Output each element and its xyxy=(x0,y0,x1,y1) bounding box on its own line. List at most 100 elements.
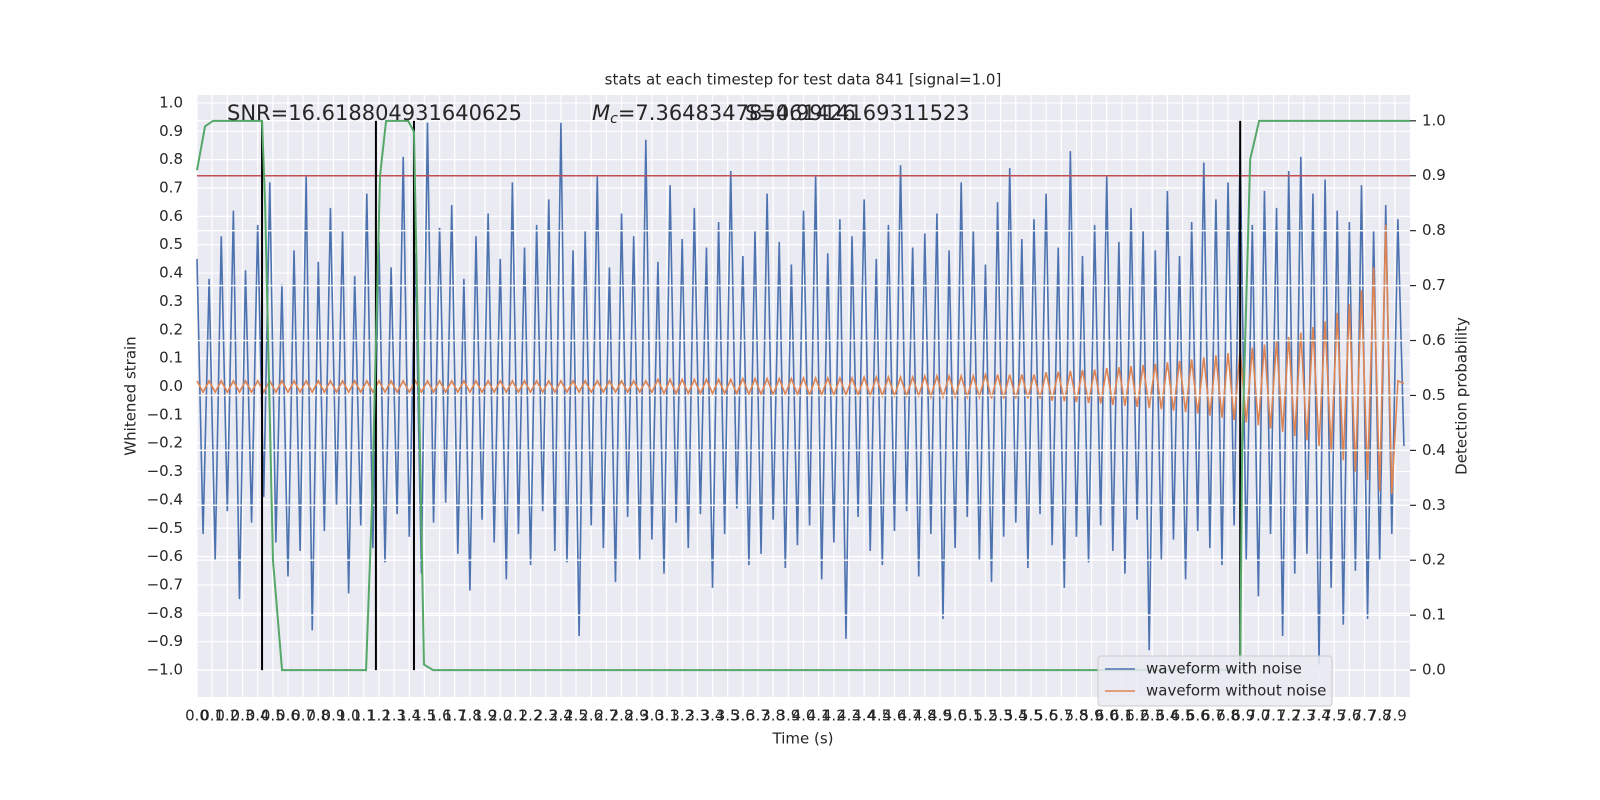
overlay-layer xyxy=(196,119,1410,672)
y-tick-label: 0.0 xyxy=(159,377,183,395)
x-tick-label: 0.7 xyxy=(291,707,315,725)
x-tick-label: 4.3 xyxy=(837,707,861,725)
x-tick-label: 1.2 xyxy=(367,707,391,725)
x-tick-label: 3.2 xyxy=(670,707,694,725)
y2-tick-label: 0.6 xyxy=(1422,331,1446,349)
y2-tick-label: 0.0 xyxy=(1422,661,1446,679)
x-tick-label: 7.5 xyxy=(1322,707,1346,725)
x-tick-label: 5.4 xyxy=(1004,707,1028,725)
legend-label: waveform with noise xyxy=(1146,660,1302,678)
x-tick-label: 2.6 xyxy=(579,707,603,725)
x-tick-label: 1.6 xyxy=(428,707,452,725)
x-tick-label: 3.8 xyxy=(761,707,785,725)
x-tick-label: 5.7 xyxy=(1049,707,1073,725)
y-tick-label: −0.5 xyxy=(147,519,183,537)
x-tick-label: 7.7 xyxy=(1353,707,1377,725)
y2-tick-label: 0.7 xyxy=(1422,276,1446,294)
x-tick-label: 5.8 xyxy=(1064,707,1088,725)
x-tick-label: 7.8 xyxy=(1368,707,1392,725)
y2-tick-label: 0.4 xyxy=(1422,441,1446,459)
x-tick-label: 1.7 xyxy=(443,707,467,725)
y-tick-label: 0.8 xyxy=(159,150,183,168)
y2-tick-label: 0.5 xyxy=(1422,386,1446,404)
x-tick-label: 3.4 xyxy=(701,707,725,725)
y-tick-label: −1.0 xyxy=(147,661,183,679)
x-tick-label: 0.8 xyxy=(306,707,330,725)
annotation-symbol: M xyxy=(592,101,610,125)
x-tick-label: 1.0 xyxy=(337,707,361,725)
x-tick-label: 0.0 xyxy=(185,707,209,725)
x-tick-label: 4.5 xyxy=(867,707,891,725)
x-tick-label: 7.9 xyxy=(1383,707,1407,725)
y2-tick-label: 0.1 xyxy=(1422,606,1446,624)
y-tick-label: −0.4 xyxy=(147,490,183,508)
x-tick-label: 0.2 xyxy=(215,707,239,725)
x-tick-label: 6.7 xyxy=(1201,707,1225,725)
x-tick-label: 5.1 xyxy=(958,707,982,725)
y-tick-label: −0.7 xyxy=(147,575,183,593)
x-tick-label: 6.8 xyxy=(1216,707,1240,725)
x-tick-label: 1.1 xyxy=(352,707,376,725)
x-tick-label: 3.3 xyxy=(685,707,709,725)
x-tick-label: 3.6 xyxy=(731,707,755,725)
legend: waveform with noise waveform without nois… xyxy=(1097,655,1333,707)
y-tick-label: 0.4 xyxy=(159,264,183,282)
x-tick-label: 5.3 xyxy=(989,707,1013,725)
x-tick-label: 2.4 xyxy=(549,707,573,725)
x-tick-label: 3.7 xyxy=(746,707,770,725)
y-tick-label: −0.9 xyxy=(147,632,183,650)
y2-tick-label: 0.9 xyxy=(1422,166,1446,184)
x-tick-label: 2.7 xyxy=(594,707,618,725)
x-tick-label: 6.0 xyxy=(1095,707,1119,725)
legend-box xyxy=(1097,655,1333,707)
x-tick-label: 7.0 xyxy=(1246,707,1270,725)
x-tick-label: 0.1 xyxy=(200,707,224,725)
y-tick-label: 0.5 xyxy=(159,235,183,253)
x-tick-label: 2.5 xyxy=(564,707,588,725)
x-tick-label: 3.1 xyxy=(655,707,679,725)
x-tick-label: 6.6 xyxy=(1186,707,1210,725)
y-tick-label: 0.9 xyxy=(159,122,183,140)
x-tick-label: 4.9 xyxy=(928,707,952,725)
x-tick-label: 5.6 xyxy=(1034,707,1058,725)
x-tick-label: 4.2 xyxy=(822,707,846,725)
x-tick-label: 5.9 xyxy=(1080,707,1104,725)
x-tick-label: 6.2 xyxy=(1125,707,1149,725)
y2-tick-label: 0.8 xyxy=(1422,221,1446,239)
y-tick-label: −0.3 xyxy=(147,462,183,480)
chart-title: stats at each timestep for test data 841… xyxy=(605,71,1002,89)
x-tick-label: 7.6 xyxy=(1337,707,1361,725)
x-tick-label: 4.0 xyxy=(792,707,816,725)
x-tick-label: 3.0 xyxy=(640,707,664,725)
annotation-text: =7.364834785461426 xyxy=(618,101,856,125)
annotation-subscript: c xyxy=(610,111,618,127)
x-tick-label: 5.2 xyxy=(974,707,998,725)
x-tick-label: 0.5 xyxy=(261,707,285,725)
series-line xyxy=(196,119,1410,672)
x-tick-label: 2.9 xyxy=(625,707,649,725)
y-axis-label: Whitened strain xyxy=(122,336,140,455)
x-tick-label: 7.4 xyxy=(1307,707,1331,725)
x-tick-label: 1.5 xyxy=(413,707,437,725)
x-tick-label: 1.9 xyxy=(473,707,497,725)
x-tick-label: 4.7 xyxy=(898,707,922,725)
x-tick-label: 6.3 xyxy=(1140,707,1164,725)
y2-axis-label: Detection probability xyxy=(1453,317,1471,475)
x-tick-label: 7.1 xyxy=(1262,707,1286,725)
annotation: S=0.9914169311523 xyxy=(745,101,970,125)
x-tick-label: 0.3 xyxy=(231,707,255,725)
x-tick-label: 2.3 xyxy=(534,707,558,725)
series-line xyxy=(196,224,1405,495)
x-tick-label: 6.1 xyxy=(1110,707,1134,725)
x-tick-label: 5.0 xyxy=(943,707,967,725)
x-tick-label: 6.9 xyxy=(1231,707,1255,725)
x-tick-label: 0.6 xyxy=(276,707,300,725)
x-tick-label: 0.9 xyxy=(322,707,346,725)
x-tick-label: 2.8 xyxy=(610,707,634,725)
series-line xyxy=(196,122,1405,665)
x-axis-label: Time (s) xyxy=(772,730,834,748)
x-tick-label: 4.8 xyxy=(913,707,937,725)
x-tick-label: 1.4 xyxy=(397,707,421,725)
